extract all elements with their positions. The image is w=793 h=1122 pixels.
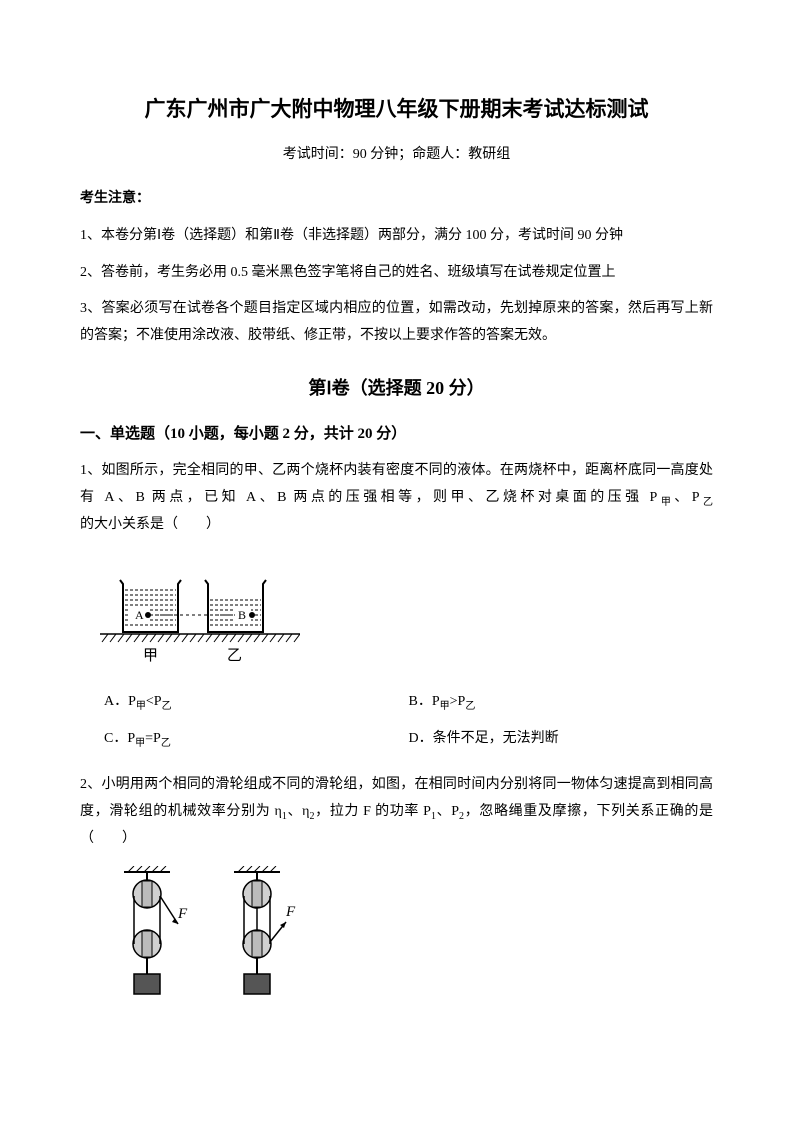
q1-option-d: D．条件不足，无法判断 bbox=[409, 726, 714, 753]
section1-header: 一、单选题（10 小题，每小题 2 分，共计 20 分） bbox=[80, 420, 713, 449]
question-2: 2、小明用两个相同的滑轮组成不同的滑轮组，如图，在相同时间内分别将同一物体匀速提… bbox=[80, 772, 713, 852]
beaker-yi-icon: B bbox=[205, 580, 266, 632]
svg-text:甲: 甲 bbox=[143, 648, 158, 664]
q1-options: A．P甲<P乙 B．P甲>P乙 C．P甲=P乙 D．条件不足，无法判断 bbox=[104, 689, 713, 763]
page-subtitle: 考试时间：90 分钟；命题人：教研组 bbox=[80, 142, 713, 169]
svg-text:B: B bbox=[238, 608, 246, 622]
notice-3: 3、答案必须写在试卷各个题目指定区域内相应的位置，如需改动，先划掉原来的答案，然… bbox=[80, 296, 713, 349]
q1-figure: A B 甲 乙 bbox=[100, 556, 713, 677]
question-1: 1、如图所示，完全相同的甲、乙两个烧杯内装有密度不同的液体。在两烧杯中，距离杯底… bbox=[80, 458, 713, 538]
svg-text:A: A bbox=[135, 608, 144, 622]
page-title: 广东广州市广大附中物理八年级下册期末考试达标测试 bbox=[80, 90, 713, 130]
q1-sub2: 乙 bbox=[700, 497, 713, 508]
q1-option-b: B．P甲>P乙 bbox=[409, 689, 714, 716]
notice-header: 考生注意： bbox=[80, 186, 713, 213]
svg-text:F: F bbox=[285, 904, 296, 920]
notice-1: 1、本卷分第Ⅰ卷（选择题）和第Ⅱ卷（非选择题）两部分，满分 100 分，考试时间… bbox=[80, 223, 713, 250]
beaker-jia-icon: A bbox=[120, 580, 181, 632]
notice-2: 2、答卷前，考生务必用 0.5 毫米黑色签字笔将自己的姓名、班级填写在试卷规定位… bbox=[80, 260, 713, 287]
q1-end: 的大小关系是（ ） bbox=[80, 517, 220, 532]
svg-text:乙: 乙 bbox=[227, 648, 242, 664]
q1-sub1: 甲 bbox=[657, 497, 674, 508]
q1-option-c: C．P甲=P乙 bbox=[104, 726, 409, 753]
part1-header: 第Ⅰ卷（选择题 20 分） bbox=[80, 371, 713, 405]
pulley-right-icon: F bbox=[230, 866, 300, 1006]
svg-text:F: F bbox=[177, 906, 188, 922]
q1-option-a: A．P甲<P乙 bbox=[104, 689, 409, 716]
q1-mid: 、P bbox=[674, 490, 699, 505]
pulley-left-icon: F bbox=[120, 866, 190, 1006]
q1-text: 1、如图所示，完全相同的甲、乙两个烧杯内装有密度不同的液体。在两烧杯中，距离杯底… bbox=[80, 463, 713, 505]
q2-figure: F F bbox=[120, 866, 713, 1006]
